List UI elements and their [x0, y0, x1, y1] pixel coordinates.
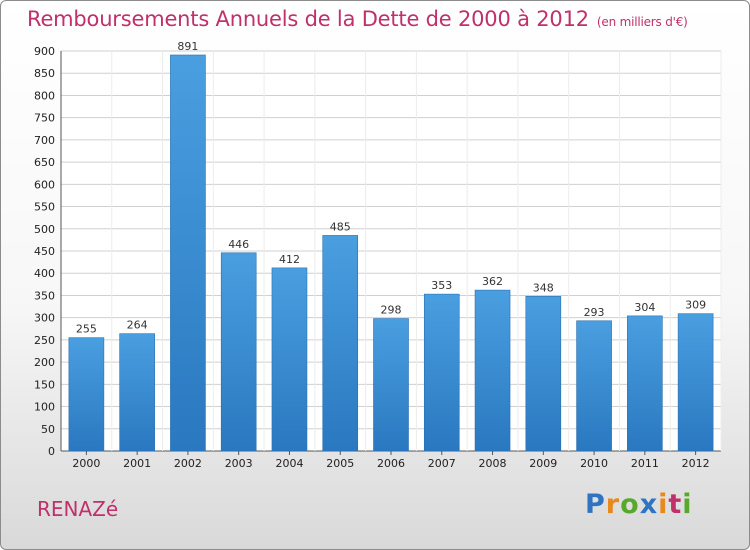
- data-label: 255: [76, 323, 97, 336]
- y-tick-label: 750: [34, 112, 55, 125]
- y-tick-label: 650: [34, 156, 55, 169]
- chart-subtitle: (en milliers d'€): [596, 15, 688, 29]
- x-tick-label: 2005: [326, 457, 354, 470]
- y-tick-label: 0: [48, 445, 55, 458]
- data-label: 362: [482, 275, 503, 288]
- x-tick-label: 2001: [123, 457, 151, 470]
- y-tick-label: 350: [34, 289, 55, 302]
- y-tick-label: 450: [34, 245, 55, 258]
- y-tick-label: 600: [34, 178, 55, 191]
- logo-letter: i: [682, 489, 693, 520]
- bar: [373, 318, 409, 452]
- y-tick-label: 500: [34, 223, 55, 236]
- bar: [322, 235, 359, 452]
- data-label: 353: [431, 279, 452, 292]
- bar: [170, 54, 206, 452]
- y-tick-label: 150: [34, 378, 55, 391]
- commune-name: RENAZé: [37, 497, 119, 521]
- bar: [525, 296, 562, 452]
- chart-title-text: Remboursements Annuels de la Dette de 20…: [27, 7, 589, 31]
- bar: [68, 337, 105, 452]
- y-tick-label: 250: [34, 334, 55, 347]
- logo-letter: P: [585, 489, 606, 520]
- x-tick-label: 2002: [174, 457, 202, 470]
- y-tick-label: 100: [34, 401, 55, 414]
- bar: [474, 289, 511, 452]
- data-label: 264: [127, 319, 148, 332]
- logo-letter: i: [658, 489, 669, 520]
- y-tick-label: 300: [34, 312, 55, 325]
- bar: [576, 320, 612, 452]
- data-label: 298: [381, 304, 402, 317]
- y-tick-label: 800: [34, 89, 55, 102]
- bar: [677, 313, 714, 452]
- x-tick-label: 2006: [377, 457, 405, 470]
- logo-letter: x: [639, 489, 659, 520]
- x-tick-label: 2009: [529, 457, 557, 470]
- x-tick-label: 2011: [631, 457, 659, 470]
- data-label: 891: [177, 40, 198, 53]
- data-label: 485: [330, 220, 351, 233]
- y-tick-label: 400: [34, 267, 55, 280]
- x-tick-label: 2012: [682, 457, 710, 470]
- bar: [627, 315, 663, 452]
- x-tick-label: 2003: [225, 457, 253, 470]
- data-label: 304: [634, 301, 655, 314]
- y-tick-label: 700: [34, 134, 55, 147]
- x-tick-label: 2010: [580, 457, 608, 470]
- data-label: 309: [685, 299, 706, 312]
- x-tick-label: 2007: [428, 457, 456, 470]
- logo-letter: o: [620, 489, 640, 520]
- chart-title: Remboursements Annuels de la Dette de 20…: [27, 7, 688, 31]
- y-tick-label: 200: [34, 356, 55, 369]
- y-tick-label: 900: [34, 45, 55, 58]
- bar: [220, 252, 257, 452]
- x-tick-label: 2008: [479, 457, 507, 470]
- y-tick-label: 50: [41, 423, 55, 436]
- logo-letter: t: [668, 489, 683, 520]
- bar: [271, 267, 308, 452]
- x-tick-label: 2000: [72, 457, 100, 470]
- x-tick-label: 2004: [275, 457, 303, 470]
- data-label: 446: [228, 238, 249, 251]
- data-label: 412: [279, 253, 300, 266]
- y-tick-label: 550: [34, 201, 55, 214]
- y-tick-label: 850: [34, 67, 55, 80]
- logo-letter: r: [605, 489, 621, 520]
- proxiti-logo: Proxiti: [585, 489, 693, 520]
- bar: [423, 293, 460, 452]
- bar: [119, 333, 155, 452]
- data-label: 293: [584, 306, 605, 319]
- data-label: 348: [533, 281, 554, 294]
